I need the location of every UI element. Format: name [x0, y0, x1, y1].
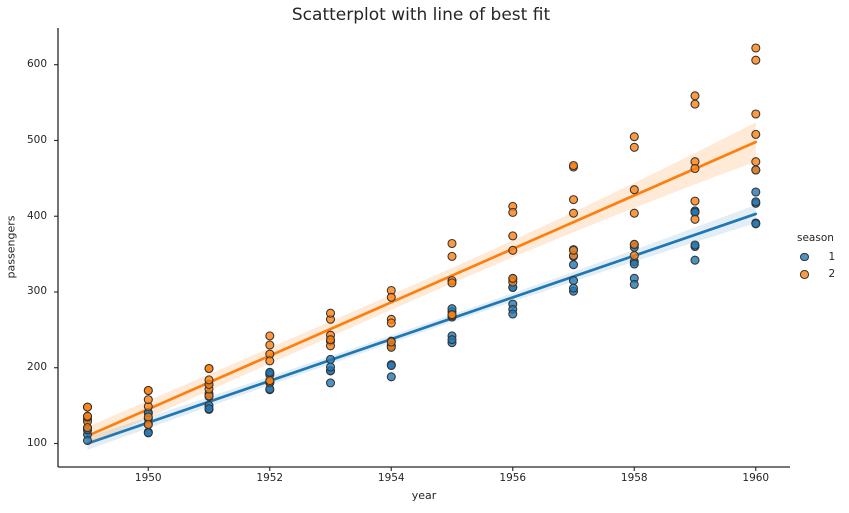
point-season-2	[143, 412, 153, 422]
point-season-2	[204, 363, 214, 374]
point-season-2	[690, 196, 700, 206]
point-season-1	[690, 240, 700, 250]
point-season-1	[568, 260, 579, 270]
point-season-2	[386, 318, 396, 328]
point-season-2	[508, 273, 518, 283]
point-season-2	[629, 251, 639, 261]
point-season-2	[447, 278, 457, 288]
point-season-2	[568, 160, 579, 171]
x-tick-label: 1960	[742, 472, 770, 484]
point-season-2	[447, 238, 457, 249]
y-tick-label: 200	[26, 361, 47, 374]
point-season-1	[568, 283, 579, 293]
point-season-2	[143, 420, 153, 430]
point-season-1	[204, 404, 214, 414]
point-season-2	[751, 109, 761, 119]
point-season-2	[690, 214, 700, 224]
point-season-2	[447, 251, 457, 261]
point-season-2	[82, 411, 93, 421]
point-season-2	[82, 423, 93, 433]
point-season-1	[325, 354, 336, 364]
y-axis-label: passengers	[4, 215, 18, 279]
fit-line-season-1	[86, 212, 758, 445]
point-season-2	[447, 310, 457, 320]
legend-item-season-1: 1	[788, 248, 835, 266]
point-season-1	[82, 435, 93, 446]
chart-title: Scatterplot with line of best fit	[291, 5, 551, 25]
point-season-2	[690, 163, 700, 174]
point-season-2	[82, 402, 93, 412]
point-season-2	[629, 142, 639, 152]
point-season-2	[751, 55, 761, 65]
y-tick-label: 400	[26, 209, 47, 222]
point-season-2	[265, 356, 275, 366]
fit-line-season-2	[86, 140, 758, 438]
point-season-1	[751, 197, 761, 207]
point-season-1	[629, 279, 639, 289]
y-tick-label: 100	[26, 437, 47, 449]
point-season-1	[386, 372, 396, 382]
legend-title: season	[797, 232, 834, 244]
y-tick-label: 300	[26, 285, 47, 298]
point-season-1	[386, 360, 396, 371]
point-season-1	[143, 428, 153, 438]
point-season-2	[629, 185, 639, 195]
x-tick-label: 1956	[499, 472, 527, 484]
point-season-1	[325, 362, 336, 372]
point-season-2	[386, 292, 396, 302]
y-tick-label: 600	[26, 58, 47, 71]
point-season-2	[386, 337, 396, 347]
point-season-2	[568, 245, 579, 255]
point-season-1	[690, 255, 700, 265]
point-season-2	[568, 208, 579, 218]
point-season-1	[447, 335, 457, 345]
point-season-2	[751, 165, 761, 175]
x-tick-label: 1958	[620, 472, 648, 484]
point-season-2	[325, 308, 336, 318]
legend-item-label: 2	[828, 268, 836, 281]
point-season-1	[265, 367, 275, 377]
point-season-2	[629, 132, 639, 142]
point-season-2	[143, 385, 153, 396]
point-season-2	[265, 376, 275, 386]
point-season-1	[508, 309, 518, 319]
y-tick-label: 500	[26, 133, 47, 146]
point-season-2	[568, 195, 579, 205]
point-season-1	[629, 259, 639, 269]
legend-item-season-2: 2	[788, 266, 835, 284]
x-axis-label: year	[411, 489, 437, 502]
point-season-2	[751, 157, 761, 167]
legend-marker-icon	[800, 270, 809, 279]
point-season-2	[204, 375, 214, 385]
point-season-2	[325, 335, 336, 345]
x-tick-label: 1950	[134, 472, 162, 484]
point-season-2	[265, 331, 275, 341]
point-season-1	[325, 378, 336, 388]
point-season-2	[143, 395, 153, 405]
point-season-2	[508, 231, 518, 241]
point-season-2	[265, 340, 275, 350]
point-season-1	[751, 219, 761, 229]
point-season-2	[690, 99, 700, 109]
point-season-2	[508, 245, 518, 255]
point-season-2	[629, 208, 639, 218]
point-season-2	[690, 91, 700, 101]
point-season-1	[568, 276, 579, 286]
ci-band-season-2	[87, 122, 756, 446]
legend-item-label: 1	[828, 250, 836, 263]
x-tick-label: 1954	[377, 472, 405, 484]
point-season-2	[751, 43, 761, 53]
point-season-2	[508, 207, 518, 217]
point-season-1	[751, 187, 761, 197]
x-tick-label: 1952	[256, 472, 284, 484]
point-season-2	[751, 129, 761, 139]
point-season-2	[629, 239, 639, 249]
legend-marker-icon	[800, 252, 809, 261]
